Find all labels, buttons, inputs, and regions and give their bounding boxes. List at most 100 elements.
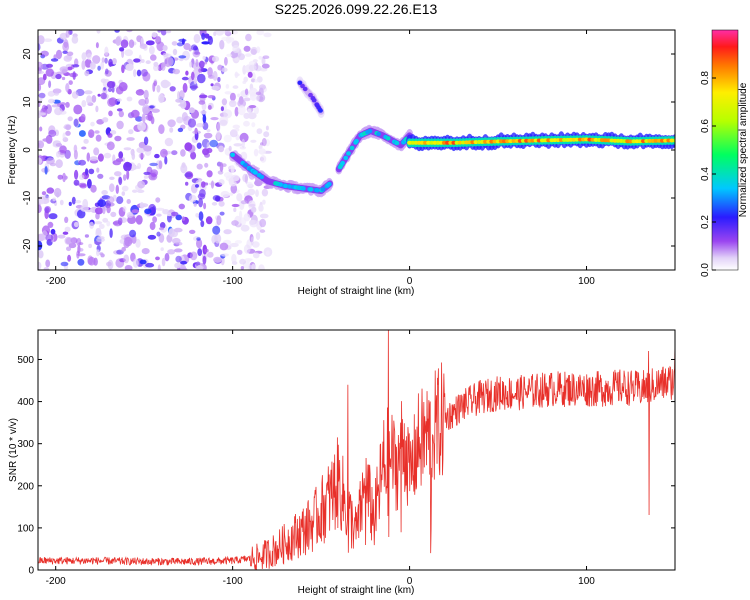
noise-blob	[215, 30, 224, 36]
noise-blob	[243, 97, 251, 102]
noise-blob	[43, 38, 52, 42]
noise-blob	[104, 57, 108, 64]
noise-blob	[216, 215, 222, 226]
noise-blob	[150, 54, 157, 61]
noise-blob	[181, 216, 186, 221]
noise-blob	[89, 221, 94, 229]
snr-xlabel: Height of straight line (km)	[298, 585, 415, 596]
noise-blob	[155, 197, 161, 203]
noise-blob	[244, 174, 248, 184]
noise-blob	[241, 92, 245, 96]
noise-blob	[95, 105, 99, 113]
noise-blob	[155, 36, 162, 45]
noise-blob	[78, 182, 87, 188]
noise-blob	[201, 32, 206, 40]
noise-blob	[117, 217, 123, 226]
signal-core	[672, 138, 675, 143]
y-tick-label: 100	[17, 523, 34, 534]
noise-blob	[109, 176, 115, 180]
noise-blob	[194, 127, 198, 135]
signal-core	[278, 182, 284, 187]
noise-blob	[100, 92, 107, 100]
x-tick-label: 100	[578, 276, 595, 287]
signal-core	[367, 128, 373, 134]
noise-blob	[48, 98, 55, 104]
signal-core	[343, 155, 349, 161]
noise-blob	[131, 209, 140, 214]
signal-core	[242, 162, 248, 168]
noise-blob	[261, 138, 267, 147]
noise-blob	[80, 113, 86, 122]
colorbar-tick-label: 0.0	[700, 263, 711, 277]
noise-blob	[255, 189, 259, 197]
noise-blob	[216, 130, 221, 141]
noise-blob	[207, 67, 213, 77]
noise-blob	[48, 213, 58, 220]
noise-blob	[38, 70, 45, 75]
noise-blob	[220, 190, 230, 198]
noise-blob	[162, 45, 168, 51]
noise-blob	[228, 37, 235, 43]
noise-blob	[115, 86, 124, 95]
noise-blob	[210, 83, 214, 87]
noise-blob	[169, 127, 174, 133]
noise-blob	[223, 172, 233, 178]
noise-blob	[164, 137, 174, 147]
noise-blob	[224, 56, 228, 66]
noise-blob	[45, 68, 54, 77]
noise-blob	[111, 86, 115, 93]
noise-blob	[247, 112, 257, 120]
noise-blob	[239, 132, 249, 143]
noise-blob	[206, 129, 211, 133]
noise-blob	[259, 84, 266, 90]
noise-blob	[228, 100, 237, 108]
noise-blob	[206, 170, 213, 178]
noise-blob	[126, 170, 130, 180]
noise-blob	[68, 80, 73, 85]
noise-blob	[195, 184, 199, 188]
chart-title: S225.2026.099.22.26.E13	[275, 1, 438, 17]
noise-blob	[71, 196, 76, 205]
noise-blob	[157, 64, 163, 72]
noise-blob	[219, 39, 225, 50]
noise-blob	[162, 81, 171, 88]
noise-blob	[92, 55, 101, 64]
noise-blob	[81, 52, 87, 61]
signal-core	[253, 170, 258, 175]
noise-blob	[199, 189, 206, 198]
noise-blob	[103, 87, 107, 91]
noise-blob	[161, 257, 166, 267]
noise-blob	[124, 265, 133, 270]
noise-blob	[240, 266, 245, 270]
noise-blob	[119, 238, 126, 244]
noise-blob	[133, 69, 137, 78]
colorbar: 0.0 0.2 0.4 0.6 0.8 Normalized spectral ampl…	[700, 29, 749, 277]
noise-blob	[93, 147, 100, 156]
noise-blob	[248, 105, 257, 109]
noise-region	[38, 30, 273, 270]
noise-blob	[67, 116, 73, 122]
noise-blob	[145, 262, 155, 268]
noise-blob	[73, 179, 80, 186]
noise-blob	[212, 70, 218, 81]
noise-blob	[256, 30, 265, 36]
noise-blob	[131, 152, 136, 160]
noise-blob	[224, 30, 231, 35]
noise-blob	[165, 30, 172, 34]
noise-blob	[214, 233, 222, 244]
noise-blob	[84, 70, 90, 77]
noise-blob	[195, 59, 199, 67]
noise-blob	[139, 43, 147, 49]
noise-blob	[254, 79, 260, 83]
signal-core	[320, 187, 326, 192]
noise-blob	[120, 39, 129, 48]
noise-blob	[265, 250, 270, 256]
noise-blob	[47, 90, 55, 97]
noise-blob	[233, 143, 243, 147]
noise-blob	[88, 243, 92, 249]
noise-blob	[255, 91, 262, 96]
noise-blob	[38, 157, 43, 165]
noise-blob	[234, 71, 239, 79]
noise-blob	[243, 45, 251, 52]
